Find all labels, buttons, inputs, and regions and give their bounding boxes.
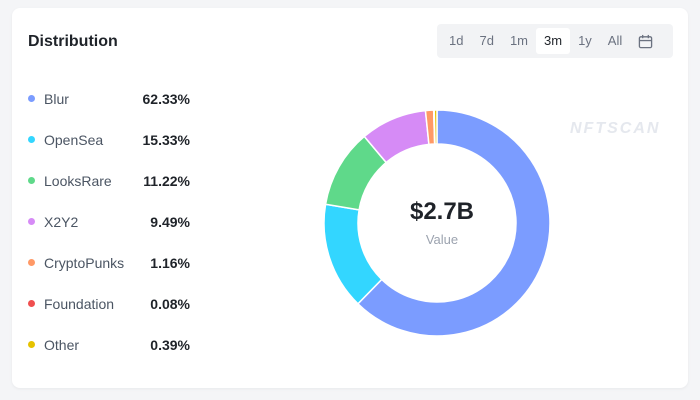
legend-dot (28, 95, 35, 102)
donut-slice-other[interactable] (433, 109, 438, 145)
range-1d[interactable]: 1d (449, 33, 464, 48)
distribution-card: Distribution 1d 7d 1m 3m 1y All Blur 62.3… (12, 8, 688, 388)
range-1m[interactable]: 1m (509, 33, 528, 48)
range-3m[interactable]: 3m (536, 28, 571, 54)
legend-dot (28, 177, 35, 184)
total-value: $2.7B (409, 198, 475, 225)
legend-item-blur[interactable]: Blur 62.33% (28, 78, 190, 119)
legend-item-opensea[interactable]: OpenSea 15.33% (28, 119, 190, 160)
legend-label: Blur (44, 90, 69, 107)
legend-item-x2y2[interactable]: X2Y2 9.49% (28, 201, 190, 242)
time-range-selector: 1d 7d 1m 3m 1y All (437, 24, 673, 58)
legend-value: 1.16% (150, 254, 190, 271)
legend-label: OpenSea (44, 131, 104, 148)
range-7d[interactable]: 7d (479, 33, 494, 48)
legend-dot (28, 136, 35, 143)
legend-value: 0.08% (150, 295, 190, 312)
legend-label: Foundation (44, 295, 115, 312)
legend-label: Other (44, 336, 80, 353)
donut-chart (323, 109, 551, 337)
legend-value: 62.33% (142, 90, 190, 107)
legend-item-cryptopunks[interactable]: CryptoPunks 1.16% (28, 242, 190, 283)
legend-value: 15.33% (142, 131, 190, 148)
legend-value: 11.22% (143, 172, 190, 189)
legend-item-foundation[interactable]: Foundation 0.08% (28, 283, 190, 324)
total-value-label: Value (425, 232, 459, 247)
range-all[interactable]: All (607, 33, 623, 48)
legend-dot (28, 300, 35, 307)
legend-value: 0.39% (150, 336, 190, 353)
card-title: Distribution (28, 33, 118, 50)
legend-label: LooksRare (44, 172, 112, 189)
legend-label: CryptoPunks (44, 254, 125, 271)
chart-legend: Blur 62.33% OpenSea 15.33% LooksRare 11.22% X2… (28, 78, 190, 365)
legend-label: X2Y2 (44, 213, 79, 230)
legend-dot (28, 218, 35, 225)
range-1y[interactable]: 1y (578, 33, 592, 48)
calendar-icon[interactable] (632, 28, 658, 54)
legend-dot (28, 341, 35, 348)
donut-slice-blur[interactable] (356, 109, 551, 337)
legend-item-looksrare[interactable]: LooksRare 11.22% (28, 160, 190, 201)
nftscan-watermark: NFTSCAN (570, 120, 661, 137)
legend-value: 9.49% (150, 213, 190, 230)
legend-dot (28, 259, 35, 266)
legend-item-other[interactable]: Other 0.39% (28, 324, 190, 365)
